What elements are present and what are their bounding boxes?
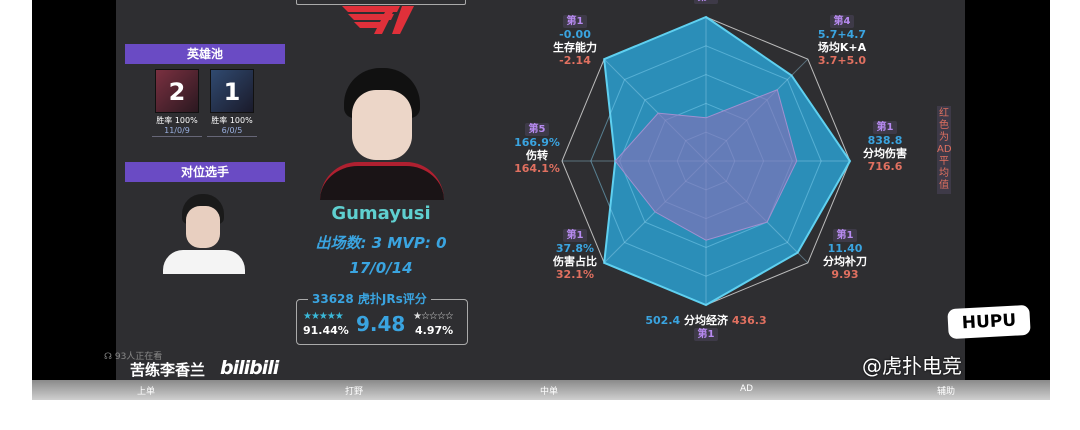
axis-rank-row: 第1 xyxy=(530,14,620,28)
radar-axis-label: 第1 37.8% 伤害占比 32.1% xyxy=(530,228,620,281)
radar-grid-ring xyxy=(590,45,822,277)
nav-mid[interactable]: 中单 xyxy=(540,387,559,397)
viewer-count: ☊ 93人正在看 xyxy=(104,349,162,362)
axis-rank-row: 第5 xyxy=(492,122,582,136)
axis-rank-row: 第3 xyxy=(661,0,751,4)
radar-series-average xyxy=(614,89,798,241)
hero-pool-header: 英雄池 xyxy=(125,44,285,64)
axis-player-value: 838.8 xyxy=(867,134,903,147)
axis-average-value: 9.93 xyxy=(831,268,859,281)
axis-name: 伤害占比 xyxy=(553,255,597,268)
axis-rank-row: 第1 xyxy=(800,228,890,242)
hero-icon-2[interactable]: 1 xyxy=(210,69,254,113)
radar-axis-label: 第1 -0.00 生存能力 -2.14 xyxy=(530,14,620,67)
viewer-count-text: 93人正在看 xyxy=(114,352,163,362)
top-box xyxy=(296,0,466,5)
headphone-icon: ☊ xyxy=(104,352,115,362)
player-avatar xyxy=(316,62,448,200)
axis-name: 分均补刀 xyxy=(823,255,867,268)
legend-note: 红色为AD平均值 xyxy=(937,106,952,194)
radar-axis-label: 第1 838.8 分均伤害 716.6 xyxy=(840,120,930,173)
axis-rank-row: 第1 xyxy=(661,327,751,341)
axis-player-value: -0.00 xyxy=(559,28,591,41)
nav-ad[interactable]: AD xyxy=(740,384,754,394)
axis-player-value: 37.8% xyxy=(555,242,595,255)
axis-average-value: 436.3 xyxy=(731,314,767,327)
axis-name: 伤转 xyxy=(526,149,548,162)
nav-jungle[interactable]: 打野 xyxy=(345,387,364,397)
t1-logo xyxy=(342,6,414,34)
hero-stats-1: 胜率 100% 11/0/9 xyxy=(152,116,202,137)
radar-axis-label: 第5 166.9% 伤转 164.1% xyxy=(492,122,582,175)
axis-player-value: 502.4 xyxy=(645,314,681,327)
axis-name: 场均K+A xyxy=(817,41,867,54)
nav-top[interactable]: 上单 xyxy=(137,387,156,397)
radar-axis-label: 第1 11.40 分均补刀 9.93 xyxy=(800,228,890,281)
rating-score: 9.48 xyxy=(356,312,406,336)
uploader-name: 苦练李香兰 xyxy=(130,361,206,379)
axis-rank-badge: 第1 xyxy=(562,229,588,242)
axis-rank-badge: 第1 xyxy=(693,328,719,341)
axis-value-row: 502.4 分均经济 436.3 xyxy=(626,314,786,327)
axis-rank-badge: 第1 xyxy=(832,229,858,242)
hero-kda: 11/0/9 xyxy=(164,126,190,135)
axis-rank-badge: 第1 xyxy=(562,15,588,28)
axis-rank-badge: 第5 xyxy=(524,123,550,136)
axis-name: 分均经济 xyxy=(680,314,732,327)
axis-average-value: 32.1% xyxy=(555,268,595,281)
opponent-avatar[interactable] xyxy=(163,190,245,274)
axis-player-value: 166.9% xyxy=(514,136,560,149)
high-rating-pct: 91.44% xyxy=(303,324,349,337)
axis-rank-badge: 第1 xyxy=(872,121,898,134)
axis-average-value: 716.6 xyxy=(867,160,903,173)
opponent-header: 对位选手 xyxy=(125,162,285,182)
position-nav-bar: 上单 打野 中单 AD 辅助 xyxy=(32,380,1050,400)
axis-rank-badge: 第3 xyxy=(693,0,719,4)
weibo-watermark: @虎扑电竞 xyxy=(862,354,962,378)
axis-rank-row: 第4 xyxy=(797,14,887,28)
axis-player-value: 5.7+4.7 xyxy=(817,28,867,41)
hero-stats-2: 胜率 100% 6/0/5 xyxy=(207,116,257,137)
nav-support[interactable]: 辅助 xyxy=(937,387,956,397)
radar-axis-label: 第4 5.7+4.7 场均K+A 3.7+5.0 xyxy=(797,14,887,67)
axis-average-value: -2.14 xyxy=(559,54,591,67)
axis-rank-badge: 第4 xyxy=(829,15,855,28)
radar-axis-label: 502.4 分均经济 436.3 第1 xyxy=(645,314,767,341)
axis-average-value: 3.7+5.0 xyxy=(817,54,867,67)
axis-average-value: 164.1% xyxy=(514,162,560,175)
axis-rank-row: 第1 xyxy=(530,228,620,242)
player-kda: 17/0/14 xyxy=(349,259,413,277)
hero-winrate: 胜率 100% xyxy=(211,116,253,125)
player-games-mvp: 出场数: 3 MVP: 0 xyxy=(315,234,447,252)
high-rating-stars: ★★★★★ xyxy=(303,311,344,322)
radar-axis-label: 第3 xyxy=(661,0,751,4)
hero-kda: 6/0/5 xyxy=(221,126,243,135)
axis-rank-row: 第1 xyxy=(840,120,930,134)
player-name: Gumayusi xyxy=(331,203,431,224)
axis-name: 生存能力 xyxy=(553,41,597,54)
hupu-logo: HUPU xyxy=(947,304,1031,340)
low-rating-stars: ★☆☆☆☆ xyxy=(413,311,454,322)
hero-icon-1[interactable]: 2 xyxy=(155,69,199,113)
rating-title: 33628 虎扑JRs评分 xyxy=(308,290,431,307)
axis-player-value: 11.40 xyxy=(827,242,863,255)
bilibili-logo: bilibili xyxy=(220,357,279,379)
hero-winrate: 胜率 100% xyxy=(156,116,198,125)
low-rating-pct: 4.97% xyxy=(415,324,454,337)
letterbox-left xyxy=(32,0,116,400)
axis-name: 分均伤害 xyxy=(863,147,907,160)
